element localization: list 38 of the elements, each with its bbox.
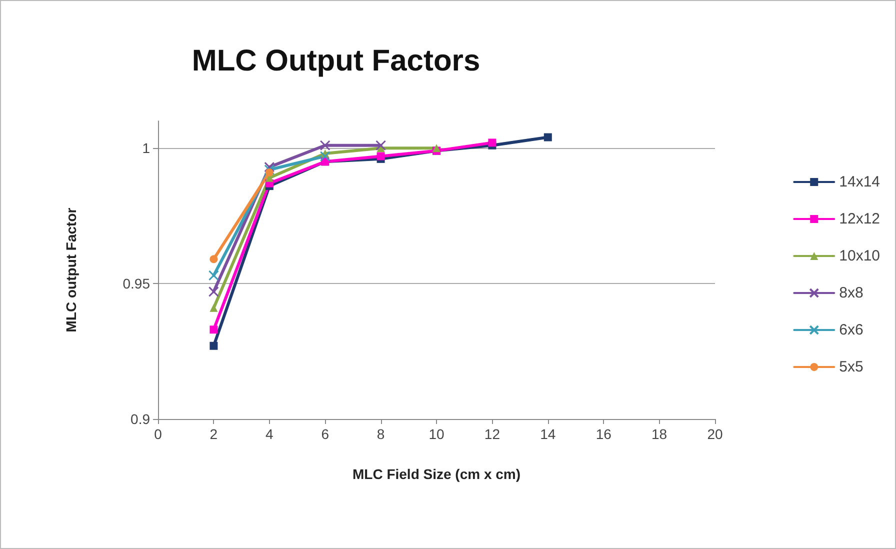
x-tick-label: 16 [596,426,612,442]
point [488,138,496,147]
x-tick-label: 14 [540,426,556,442]
point [210,342,218,350]
x-tick-label: 8 [376,426,385,442]
x-tick-label: 6 [321,426,330,442]
legend-label: 14x14 [839,174,880,190]
y-tick-label: 0.95 [122,276,150,292]
point [208,286,219,297]
x-tick-label: 18 [652,426,668,442]
chart-title: MLC Output Factors [192,44,480,78]
legend-label: 12x12 [839,210,880,228]
legend-label: 5x5 [839,358,864,376]
point [376,152,385,160]
point [265,168,274,176]
x-axis-title: MLC Field Size (cm x cm) [352,466,521,482]
point [210,255,218,264]
x-tick-label: 20 [707,426,723,442]
x-tick-label: 10 [428,426,444,442]
y-axis-title: MLC output Factor [63,207,79,332]
legend-label: 6x6 [839,322,864,338]
y-tick-label: 0.9 [130,411,150,427]
legend-label: 10x10 [839,248,880,264]
point [320,140,330,151]
x-tick-label: 0 [154,426,162,442]
point [432,144,440,152]
x-tick-label: 12 [484,426,500,442]
x-tick-label: 4 [266,426,274,442]
point [210,326,218,334]
y-tick-label: 1 [142,140,150,156]
legend-label: 8x8 [839,284,864,302]
x-tick-label: 2 [210,426,218,442]
point [264,162,275,172]
point [208,270,219,281]
point [320,150,330,162]
point [376,140,386,151]
point [544,133,552,142]
point [210,304,218,312]
